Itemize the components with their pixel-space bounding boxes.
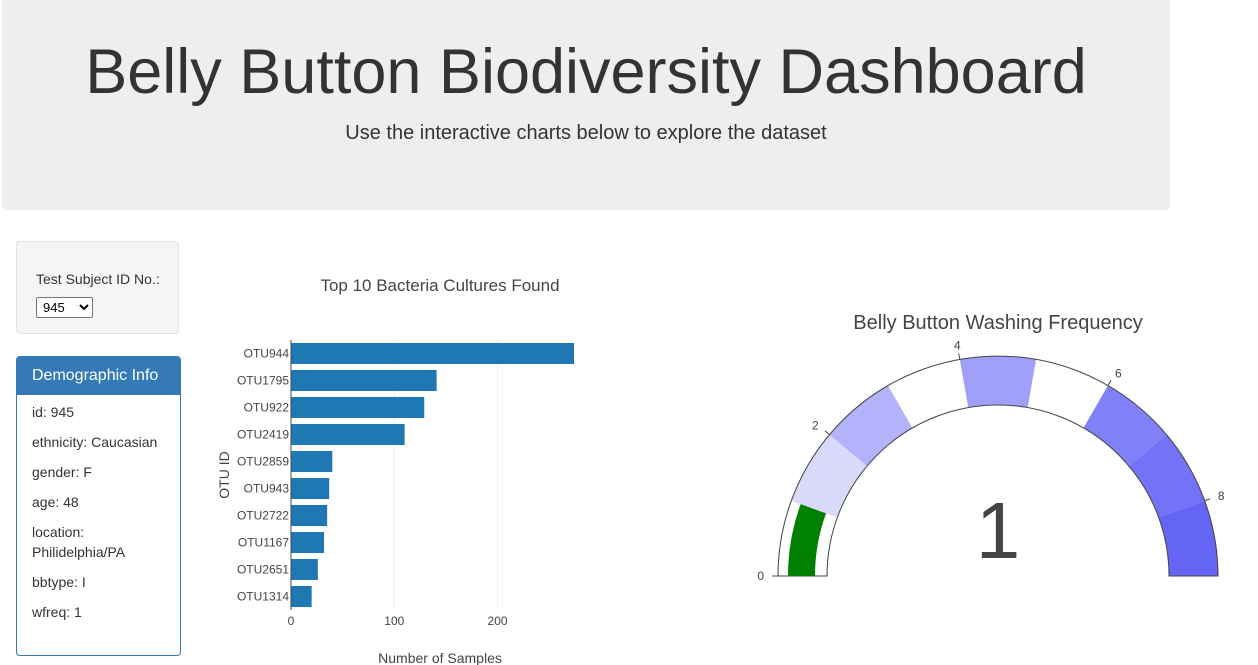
gauge-value: 1 — [976, 486, 1021, 575]
bar-x-tick-label: 200 — [488, 614, 508, 628]
gauge-title: Belly Button Washing Frequency — [853, 312, 1142, 334]
subject-selector-panel: Test Subject ID No.: 945 — [16, 241, 179, 334]
gauge-tick — [1107, 380, 1112, 386]
gauge-step — [1158, 500, 1218, 576]
gauge-step — [1128, 434, 1205, 518]
bar-chart[interactable]: Top 10 Bacteria Cultures Found 0 100 200 OTU… — [190, 262, 610, 665]
demo-wfreq: wfreq: 1 — [32, 604, 82, 620]
bar[interactable] — [291, 342, 574, 365]
gauge-tick — [1204, 498, 1211, 502]
demo-age: age: 48 — [32, 494, 79, 510]
bar[interactable] — [291, 450, 333, 473]
bar-y-tick-label: OTU944 — [244, 347, 290, 361]
subject-id-select[interactable]: 945 — [36, 297, 93, 318]
gauge-value-bar — [788, 504, 827, 576]
demo-ethnicity: ethnicity: Caucasian — [32, 434, 158, 450]
demographic-heading: Demographic Info — [17, 357, 180, 395]
bar-x-axis-label: Number of Samples — [378, 650, 502, 665]
gauge-tick-label: 8 — [1218, 489, 1225, 503]
demographic-body: id: 945 ethnicity: Caucasian gender: F a… — [17, 395, 180, 622]
bar-x-tick-label: 100 — [384, 614, 404, 628]
bar-chart-title: Top 10 Bacteria Cultures Found — [320, 276, 559, 295]
gauge-step — [1027, 359, 1108, 428]
bar-x-tick-label: 0 — [288, 614, 295, 628]
demo-bbtype: bbtype: I — [32, 574, 86, 590]
gauge-step — [829, 385, 913, 467]
bar[interactable] — [291, 396, 425, 419]
bar-y-tick-label: OTU922 — [244, 401, 290, 415]
demo-id: id: 945 — [32, 404, 75, 420]
bar[interactable] — [291, 531, 325, 554]
header-banner: Belly Button Biodiversity Dashboard Use … — [2, 0, 1170, 210]
page-title: Belly Button Biodiversity Dashboard — [85, 37, 1087, 107]
gauge-tick-label: 0 — [757, 569, 764, 583]
bar-y-tick-label: OTU2859 — [237, 455, 289, 469]
gauge-chart[interactable]: Belly Button Washing Frequency 0 2 4 6 8 1 — [740, 300, 1240, 600]
subject-id-label: Test Subject ID No.: — [36, 271, 160, 287]
bar-y-axis-label: OTU ID — [216, 451, 232, 498]
bar[interactable] — [291, 504, 328, 527]
demo-gender: gender: F — [32, 464, 92, 480]
gauge-tick — [958, 353, 961, 360]
gauge-step — [888, 359, 969, 428]
bar-y-tick-label: OTU2419 — [237, 428, 289, 442]
page-subtitle: Use the interactive charts below to expl… — [345, 122, 827, 144]
bar-y-tick-label: OTU1167 — [238, 536, 289, 550]
gauge-tick-label: 2 — [812, 419, 819, 433]
demo-location: location: Philidelphia/PA — [32, 524, 126, 560]
gauge-outline — [777, 355, 1219, 577]
bar[interactable] — [291, 477, 330, 500]
bar[interactable] — [291, 369, 437, 392]
bar-y-tick-label: OTU1795 — [237, 374, 289, 388]
gauge-tick-label: 4 — [954, 339, 961, 353]
bar[interactable] — [291, 558, 318, 581]
demographic-panel: Demographic Info id: 945 ethnicity: Cauc… — [16, 356, 181, 656]
bar-y-tick-label: OTU943 — [244, 482, 290, 496]
gauge-step — [791, 434, 868, 518]
gauge-tick — [824, 430, 830, 435]
gauge-step — [959, 356, 1037, 408]
bar[interactable] — [291, 423, 405, 446]
gauge-tick-label: 6 — [1115, 366, 1122, 380]
bar-y-tick-label: OTU2651 — [237, 563, 289, 577]
gauge-step — [1083, 385, 1167, 467]
bar-y-tick-label: OTU1314 — [237, 590, 289, 604]
bar[interactable] — [291, 585, 312, 608]
bar-y-tick-label: OTU2722 — [237, 509, 289, 523]
